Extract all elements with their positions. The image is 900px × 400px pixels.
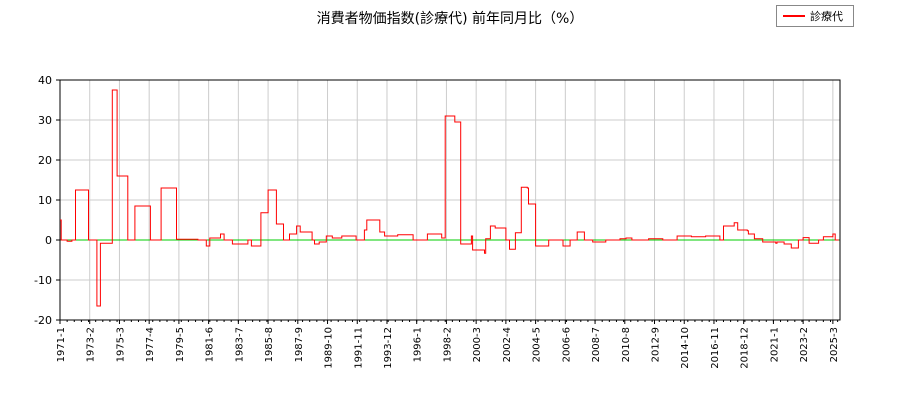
x-tick-label: 2000-3	[472, 327, 483, 362]
x-tick-label: 1987-9	[294, 327, 305, 362]
x-tick-label: 2006-6	[561, 327, 572, 362]
x-tick-label: 1971-1	[56, 327, 67, 362]
chart-title: 消費者物価指数(診療代) 前年同月比（%）	[317, 10, 584, 27]
x-tick-label: 1975-3	[115, 327, 126, 362]
legend: 診療代	[776, 5, 854, 27]
x-tick-label: 2010-8	[621, 327, 632, 362]
x-tick-label: 1979-5	[175, 327, 186, 362]
y-tick-label: -20	[34, 314, 52, 327]
y-tick-label: 30	[38, 114, 52, 127]
y-tick-label: 0	[45, 234, 52, 247]
x-tick-label: 2021-1	[769, 327, 780, 362]
x-tick-label: 1985-8	[264, 327, 275, 362]
plot-frame	[59, 79, 841, 321]
x-tick-label: 1973-2	[86, 327, 97, 362]
x-tick-label: 2018-12	[740, 327, 751, 369]
x-tick-label: 2012-9	[651, 327, 662, 362]
x-tick-label: 2004-5	[532, 327, 543, 362]
x-tick-label: 2023-2	[799, 327, 810, 362]
x-tick-label: 2014-10	[680, 327, 691, 369]
legend-label-shinryodai: 診療代	[810, 10, 843, 23]
x-tick-label: 1996-1	[413, 327, 424, 362]
legend-swatch-shinryodai	[783, 15, 805, 17]
x-tick-label: 1983-7	[234, 327, 245, 362]
x-tick-label: 1991-11	[353, 327, 364, 369]
x-tick-label: 1998-2	[442, 327, 453, 362]
x-tick-label: 1981-6	[205, 327, 216, 362]
x-tick-label: 1989-10	[324, 327, 335, 369]
x-tick-label: 2025-3	[829, 327, 840, 362]
y-tick-label: -10	[34, 274, 52, 287]
y-tick-label: 10	[38, 194, 52, 207]
x-tick-label: 2008-7	[591, 327, 602, 362]
x-tick-label: 1993-12	[383, 327, 394, 369]
series-line-0	[60, 89, 839, 307]
y-tick-label: 40	[38, 74, 52, 87]
x-tick-label: 1977-4	[145, 327, 156, 362]
x-tick-label: 2002-4	[502, 327, 513, 362]
y-tick-label: 20	[38, 154, 52, 167]
x-tick-label: 2016-11	[710, 327, 721, 369]
